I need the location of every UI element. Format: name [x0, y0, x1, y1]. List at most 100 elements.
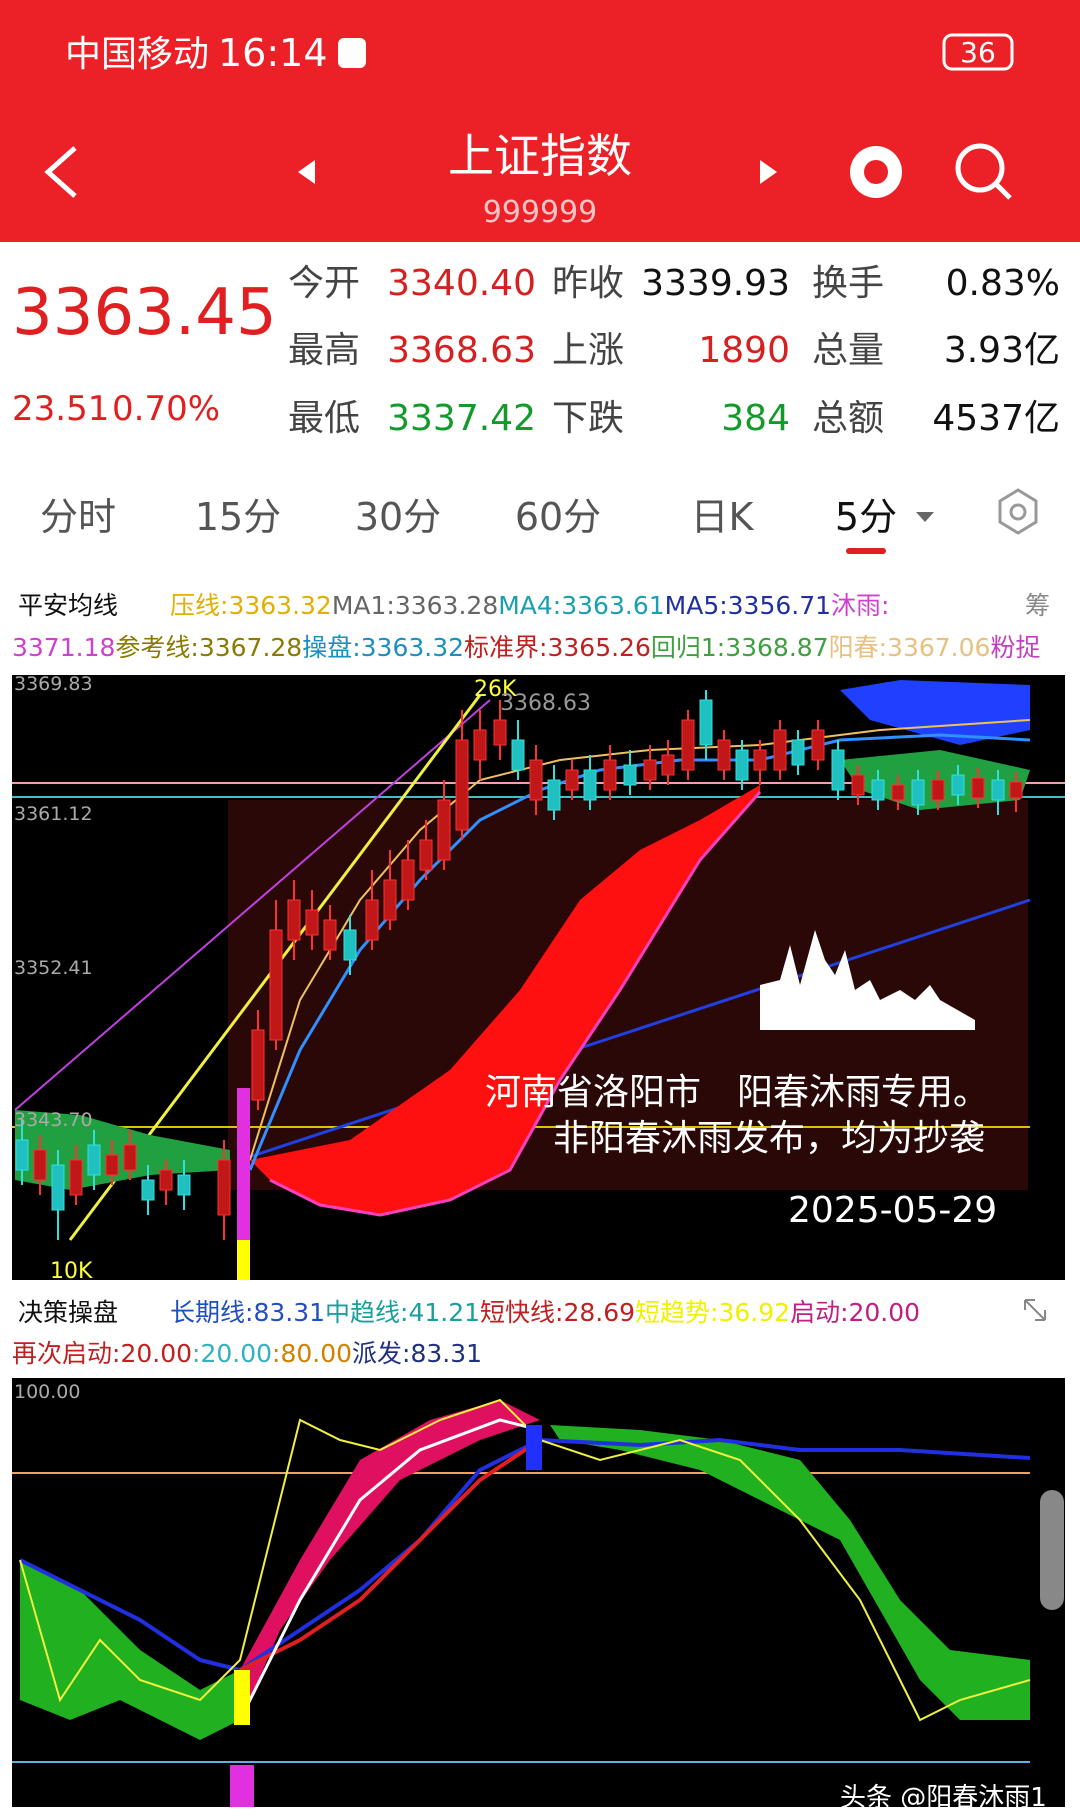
candle-body: [951, 774, 965, 796]
signal-bar: [234, 1670, 250, 1725]
price: 3363.45: [12, 276, 277, 350]
indicator-value: 20.00: [200, 1339, 272, 1368]
prev-button[interactable]: [298, 160, 315, 184]
indicator-label: 启动:: [790, 1298, 848, 1327]
indicator-label: 操盘:: [302, 633, 360, 662]
y-axis-label: 100.00: [14, 1381, 80, 1403]
indicator-label: 标准界:: [464, 633, 547, 662]
quote-value: 4537亿: [932, 398, 1060, 439]
shield-icon: [338, 38, 366, 68]
quote-value: 3.93亿: [944, 330, 1060, 371]
indicator-label: :: [272, 1339, 280, 1368]
indicator-value: 36.92: [718, 1298, 790, 1327]
candle-body: [623, 764, 637, 786]
quote-value: 3368.63: [387, 330, 536, 371]
quote-label: 昨收: [552, 263, 624, 304]
candle-body: [269, 929, 283, 1041]
quote-value: 384: [721, 398, 790, 439]
indicator-value: 3368.87: [725, 633, 828, 662]
quote-label: 总量: [812, 330, 884, 371]
tab[interactable]: 60分: [515, 495, 601, 539]
trend-line: [14, 699, 491, 1111]
area: [550, 1425, 1030, 1720]
battery: [942, 33, 1014, 71]
tab[interactable]: 30分: [355, 495, 441, 539]
expand-button[interactable]: [1024, 1299, 1046, 1321]
line: [238, 1418, 541, 1721]
candle-body: [851, 774, 865, 796]
indicator-value: 83.31: [253, 1298, 325, 1327]
candle-body: [811, 729, 825, 761]
candle-body: [401, 859, 415, 901]
indicator-label: 参考线:: [115, 633, 198, 662]
indicator-label: 派发:: [352, 1339, 410, 1368]
indicator-name[interactable]: 平安均线: [18, 591, 118, 620]
line: [19, 1398, 1031, 1722]
cloud: [15, 1110, 230, 1190]
candle-body: [251, 1029, 265, 1101]
candle-body: [891, 784, 905, 801]
candle-body: [123, 1144, 137, 1171]
candle-body: [437, 799, 451, 861]
candle-body: [365, 899, 379, 941]
y-axis-label: 3343.70: [14, 1109, 93, 1131]
back-button[interactable]: [44, 146, 77, 198]
tab[interactable]: 日K: [691, 495, 755, 539]
candle-body: [911, 779, 925, 806]
indicator-label: 压线:: [170, 591, 228, 620]
candle-body: [643, 759, 657, 781]
indicator-name[interactable]: 决策操盘: [18, 1298, 118, 1327]
indicator-label: :: [192, 1339, 200, 1368]
code: 999999: [483, 195, 598, 230]
indicator-value: 3367.28: [199, 633, 302, 662]
indicator-corner: 筹: [1025, 591, 1050, 620]
next-button[interactable]: [760, 160, 777, 184]
footer: 头条 @阳春沐雨1: [840, 1783, 1047, 1807]
indicator-value: 3363.32: [228, 591, 331, 620]
candle-body: [105, 1154, 119, 1176]
quote-value: 1890: [698, 330, 790, 371]
tab[interactable]: 5分: [835, 495, 897, 539]
top-bar: [0, 0, 1080, 242]
candle-body: [69, 1159, 83, 1196]
indicator-label: 短趋势:: [635, 1298, 718, 1327]
indicator-label: MA1:: [332, 591, 395, 620]
trend-line: [239, 898, 1031, 1162]
candle-body: [383, 879, 397, 921]
indicator-label: 中趋线:: [325, 1298, 408, 1327]
candle-body: [735, 749, 749, 781]
settings-button[interactable]: [998, 488, 1038, 535]
indicator-value: 80.00: [280, 1339, 352, 1368]
indicator-value: 3365.26: [547, 633, 650, 662]
quote-label: 上涨: [552, 330, 624, 371]
search-handle: [994, 182, 1012, 200]
candle-body: [419, 839, 433, 871]
candle-body: [511, 739, 525, 771]
quote-label: 换手: [812, 263, 884, 304]
indicator-label: MA4:: [498, 591, 561, 620]
clock: 16:14: [218, 31, 328, 75]
tab[interactable]: 15分: [195, 495, 281, 539]
indicator-value: 3363.32: [361, 633, 464, 662]
main-chart: 河南省洛阳市 阳春沐雨专用。 非阳春沐雨发布，均为抄袭 2025-05-29 3…: [12, 673, 1065, 1284]
scroll-handle[interactable]: [1040, 1490, 1064, 1610]
quote-label: 最高: [288, 330, 360, 371]
candle-body: [323, 919, 337, 951]
signal-bar: [230, 1765, 254, 1807]
tab[interactable]: 分时: [40, 495, 116, 539]
indicator-value: 41.21: [408, 1298, 480, 1327]
candle-body: [33, 1149, 47, 1181]
change: 23.51: [12, 389, 109, 429]
settings-dot: [1009, 503, 1027, 521]
candle-body: [473, 729, 487, 761]
candle-body: [681, 719, 695, 771]
search-button[interactable]: [955, 143, 1005, 193]
ribbon-edge: [269, 791, 762, 1217]
candle-body: [159, 1169, 173, 1191]
cloud: [840, 680, 1030, 745]
indicator-label: 阳春:: [829, 633, 887, 662]
candle-body: [699, 699, 713, 746]
candle-body: [547, 779, 561, 811]
line: [239, 1438, 542, 1672]
